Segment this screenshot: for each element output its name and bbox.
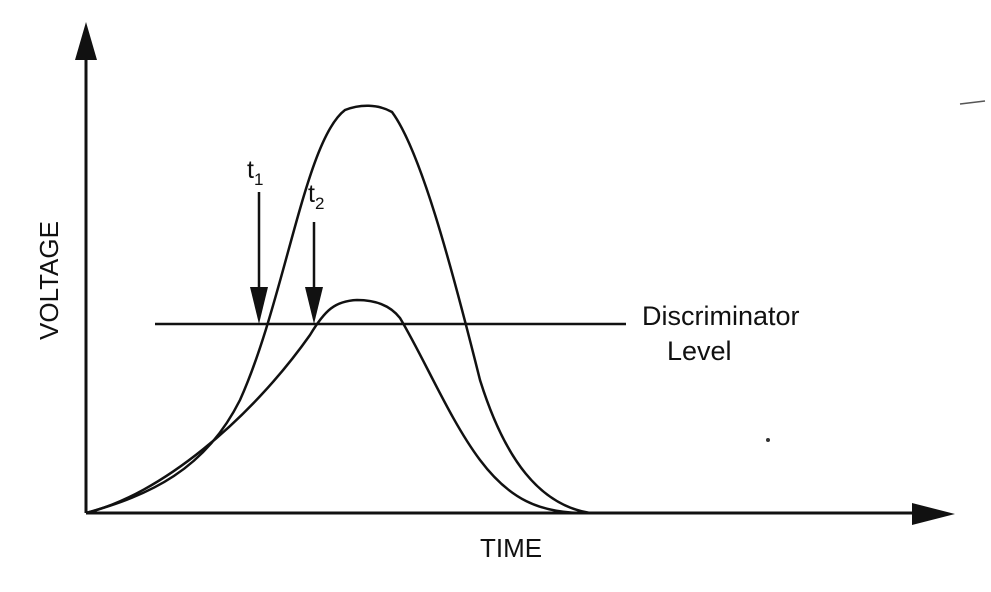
y-axis-label: VOLTAGE: [34, 221, 64, 340]
x-axis-label: TIME: [480, 533, 542, 563]
t2-label-sub: 2: [315, 194, 324, 213]
y-axis-arrowhead: [75, 22, 97, 60]
t2-label-base: t: [308, 180, 315, 208]
large-pulse-curve: [85, 104, 591, 515]
scan-dot: [766, 438, 770, 442]
discriminator-label-line2: Level: [667, 336, 732, 366]
scan-mark: [959, 100, 986, 105]
small-pulse-curve: [85, 298, 581, 515]
t2-arrowhead: [305, 287, 323, 324]
t2-label: t2: [308, 180, 324, 213]
t1-label-sub: 1: [254, 170, 263, 189]
t1-arrowhead: [250, 287, 268, 324]
t1-label-base: t: [247, 156, 254, 184]
t1-label: t1: [247, 156, 263, 189]
discriminator-label-line1: Discriminator: [642, 301, 800, 331]
x-axis-arrowhead: [912, 503, 955, 525]
